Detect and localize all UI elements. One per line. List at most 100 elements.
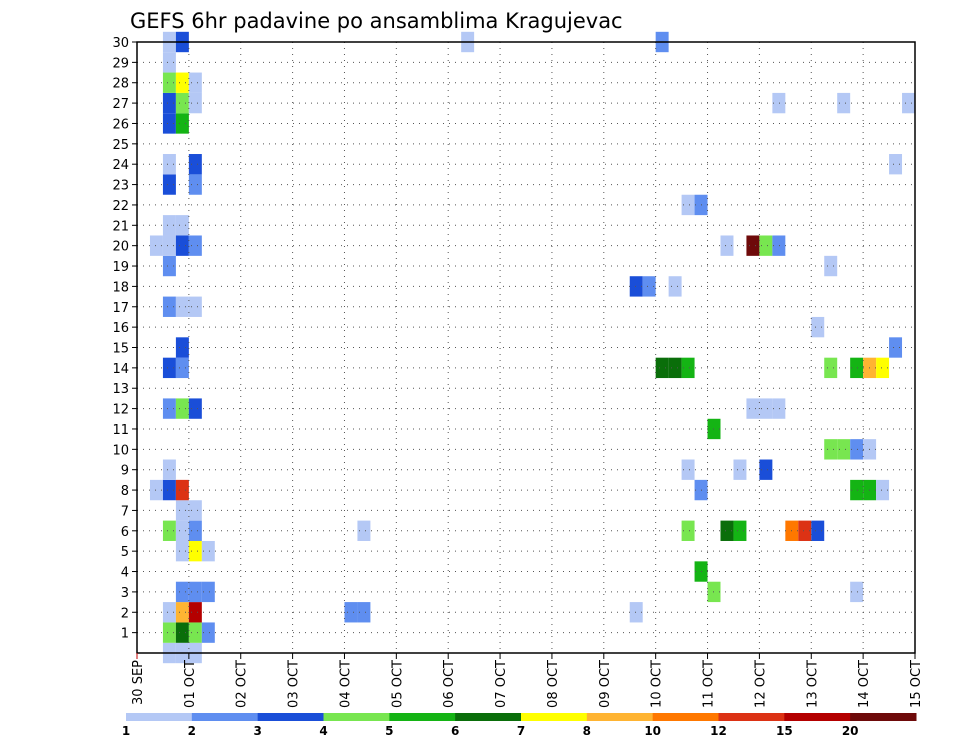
heatmap-cell [824, 255, 838, 277]
x-axis: 30 SEP 01 OCT 02 OCT 03 OCT 04 OCT 05 OCT 06 O… [131, 653, 924, 708]
heatmap-cell [175, 113, 189, 134]
heatmap-cell [746, 398, 760, 419]
heatmap-cell [772, 92, 786, 114]
x-tick-label: 07 OCT [494, 660, 509, 708]
heatmap-cell [759, 459, 773, 480]
x-tick-label: 03 OCT [287, 660, 302, 708]
heatmap-cell [733, 459, 747, 480]
heatmap-cell [629, 276, 643, 297]
legend-swatch [323, 713, 390, 721]
heatmap-cell [357, 602, 371, 623]
y-tick-label: 3 [121, 586, 129, 601]
heatmap-cell [850, 479, 864, 501]
x-tick-label: 08 OCT [546, 660, 561, 708]
heatmap-cell [188, 92, 202, 114]
y-tick-label: 21 [112, 219, 129, 234]
legend-label: 8 [583, 724, 591, 738]
x-tick-label: 14 OCT [857, 660, 872, 708]
heatmap-cell [175, 520, 189, 541]
heatmap-cell [837, 92, 851, 114]
heatmap-cell [655, 357, 669, 379]
heatmap-cell [162, 215, 176, 236]
y-tick-label: 23 [112, 179, 129, 194]
heatmap-cell [162, 296, 176, 317]
x-tick-label: 01 OCT [183, 660, 198, 708]
heatmap-cell [188, 174, 202, 195]
heatmap-cell [746, 235, 760, 256]
legend-swatch [521, 713, 588, 721]
heatmap-cell [824, 439, 838, 460]
heatmap-cell [201, 540, 215, 562]
y-tick-label: 5 [121, 545, 129, 560]
heatmap-cell [162, 479, 176, 501]
legend-swatch [455, 713, 522, 721]
y-tick-label: 9 [121, 464, 129, 479]
heatmap-cell [188, 398, 202, 419]
heatmap-cell [759, 235, 773, 256]
heatmap-cell [902, 92, 915, 114]
heatmap-cell [175, 602, 189, 623]
x-tick-label: 30 SEP [131, 660, 146, 705]
heatmap-cell [162, 113, 176, 134]
y-tick-label: 19 [112, 260, 129, 275]
heatmap-cell [162, 520, 176, 541]
heatmap-cell [175, 72, 189, 93]
heatmap-cell [876, 357, 890, 379]
y-tick-label: 30 [112, 36, 129, 51]
legend-swatch [850, 713, 917, 721]
legend-label: 1 [122, 724, 130, 738]
heatmap-cell [188, 622, 202, 643]
y-tick-label: 2 [121, 606, 129, 621]
heatmap-cell [175, 296, 189, 317]
heatmap-cell [850, 581, 864, 603]
heatmap-cell [772, 398, 786, 419]
y-tick-label: 6 [121, 525, 129, 540]
legend-label: 6 [451, 724, 459, 738]
heatmap-cell [188, 296, 202, 317]
heatmap-cell [162, 602, 176, 623]
y-tick-label: 27 [112, 97, 129, 112]
heatmap-cell [837, 439, 851, 460]
y-tick-label: 4 [121, 566, 129, 581]
y-tick-label: 20 [112, 240, 129, 255]
legend-swatch [652, 713, 719, 721]
heatmap-cell [201, 581, 215, 603]
heatmap-cell [889, 154, 903, 175]
x-tick-label: 06 OCT [442, 660, 457, 708]
heatmap-cell [188, 235, 202, 256]
chart-title: GEFS 6hr padavine po ansamblima Kragujev… [130, 9, 623, 33]
color-legend: 1 2 3 4 5 6 7 8 10 12 15 20 [122, 713, 917, 738]
x-tick-label: 04 OCT [338, 660, 353, 708]
heatmap-cell [188, 602, 202, 623]
plot-frame [136, 41, 916, 654]
heatmap-cell [162, 52, 176, 73]
heatmap-cell [707, 418, 721, 440]
heatmap-cell [357, 520, 371, 541]
y-tick-label: 25 [112, 138, 129, 153]
heatmap-cell [162, 459, 176, 480]
y-tick-label: 8 [121, 484, 129, 499]
heatmap-cell [824, 357, 838, 379]
heatmap-cell [162, 235, 176, 256]
y-tick-label: 18 [112, 280, 129, 295]
heatmap-cells [149, 31, 915, 664]
x-tick-label: 10 OCT [650, 660, 665, 708]
heatmap-cell [162, 398, 176, 419]
heatmap-cell [175, 235, 189, 256]
heatmap-cell [850, 439, 864, 460]
heatmap-cell [175, 92, 189, 114]
heatmap-cell [798, 520, 812, 541]
heatmap-cell [681, 520, 695, 541]
legend-label: 20 [842, 724, 859, 738]
heatmap-cell [175, 357, 189, 379]
legend-swatch [586, 713, 654, 721]
heatmap-cell [175, 215, 189, 236]
legend-label: 10 [644, 724, 661, 738]
heatmap-cell [188, 154, 202, 175]
heatmap-cell [772, 235, 786, 256]
heatmap-cell [162, 72, 176, 93]
heatmap-cell [759, 398, 773, 419]
heatmap-cell [162, 92, 176, 114]
legend-swatch [389, 713, 456, 721]
